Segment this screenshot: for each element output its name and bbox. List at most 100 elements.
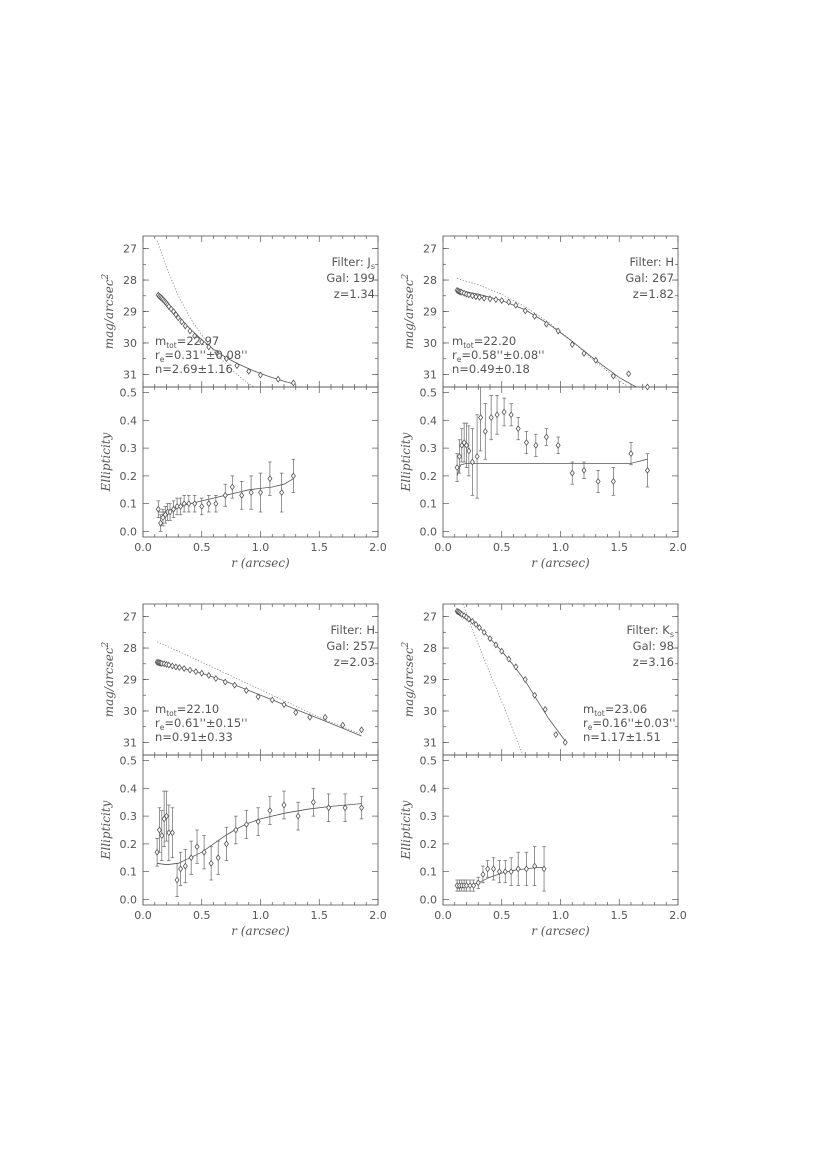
ell-data-point bbox=[478, 414, 484, 422]
sb-y-tick-label: 31 bbox=[423, 736, 437, 749]
ell-data-point bbox=[279, 489, 285, 497]
sb-data-point bbox=[179, 318, 185, 326]
sb-data-point bbox=[232, 681, 238, 689]
sb-data-point bbox=[473, 293, 479, 301]
sersic-n-label: n=1.17±1.51 bbox=[583, 730, 661, 744]
ell-data-point bbox=[359, 804, 365, 812]
re-sub: e bbox=[457, 355, 462, 364]
x-tick-label: 1.0 bbox=[552, 541, 570, 554]
sb-y-tick-label: 29 bbox=[123, 306, 137, 319]
sb-data-point bbox=[206, 671, 212, 679]
re-value: =0.31''±0.08'' bbox=[164, 348, 247, 362]
ell-data-point bbox=[229, 483, 235, 491]
sb-data-point bbox=[223, 355, 229, 363]
sb-data-point bbox=[243, 687, 249, 694]
ell-data-point bbox=[215, 854, 221, 862]
ell-data-point bbox=[610, 477, 616, 485]
sb-data-point bbox=[166, 661, 172, 669]
ell-data-point bbox=[515, 425, 521, 433]
ell-data-point bbox=[158, 519, 164, 527]
ell-data-point bbox=[178, 502, 184, 510]
sersic-n-label: n=0.49±0.18 bbox=[452, 362, 530, 376]
sb-data-point bbox=[473, 620, 479, 628]
sb-data-point bbox=[469, 292, 475, 300]
sb-y-axis-label: mag/arcsec2 bbox=[101, 641, 116, 717]
ell-y-tick-label: 0.1 bbox=[120, 866, 138, 879]
sb-y-axis-label: mag/arcsec2 bbox=[101, 273, 116, 349]
sb-data-point bbox=[543, 320, 549, 328]
mtot-prefix: m bbox=[155, 702, 166, 716]
ell-data-point bbox=[541, 865, 547, 873]
ell-y-tick-label: 0.1 bbox=[120, 498, 138, 511]
redshift-label: z=3.16 bbox=[633, 655, 674, 669]
sb-data-point bbox=[481, 628, 487, 636]
ell-data-point bbox=[469, 458, 475, 466]
sb-data-point bbox=[461, 612, 467, 620]
sb-data-point bbox=[169, 662, 175, 670]
ell-data-point bbox=[508, 868, 514, 876]
sb-data-point bbox=[307, 713, 313, 721]
filter-label-text: Filter: H bbox=[630, 255, 674, 269]
ell-y-tick-label: 0.4 bbox=[120, 414, 138, 427]
ell-data-point bbox=[480, 870, 486, 878]
ell-data-point bbox=[182, 862, 188, 870]
x-tick-label: 1.0 bbox=[252, 909, 270, 922]
sb-data-point bbox=[481, 294, 487, 302]
sb-data-point bbox=[493, 296, 499, 304]
re-prefix: r bbox=[583, 716, 588, 730]
ell-data-point bbox=[533, 441, 539, 449]
mtot-value: =22.20 bbox=[474, 334, 517, 348]
x-tick-label: 0.0 bbox=[134, 541, 152, 554]
ell-y-tick-label: 0.4 bbox=[420, 782, 438, 795]
ell-fit-line bbox=[157, 803, 362, 866]
sb-y-axis-label-sup: 2 bbox=[401, 641, 411, 648]
sb-data-point bbox=[166, 302, 172, 310]
sb-data-point bbox=[175, 314, 181, 322]
ell-data-point bbox=[169, 829, 175, 837]
ell-data-point bbox=[501, 408, 507, 416]
redshift-label: z=2.03 bbox=[334, 655, 375, 669]
sb-data-point bbox=[593, 356, 599, 364]
chart-2: 0.0 0.5 1.0 1.5 2.0 r (arcsec) 27 28 29 30 31 0.0 0.… bbox=[399, 235, 687, 570]
sb-data-point bbox=[199, 338, 205, 346]
ell-data-point bbox=[199, 502, 205, 510]
mtot-value: =23.06 bbox=[605, 702, 648, 716]
ell-data-point bbox=[581, 466, 587, 474]
mtot-prefix: m bbox=[155, 334, 166, 348]
sb-dotted-model bbox=[462, 604, 524, 755]
ell-data-point bbox=[485, 865, 491, 873]
sb-y-axis-label: mag/arcsec2 bbox=[401, 641, 416, 717]
sb-y-tick-label: 30 bbox=[123, 337, 137, 350]
ell-y-tick-label: 0.5 bbox=[120, 755, 138, 768]
sb-y-axis-label-sup: 2 bbox=[401, 273, 411, 280]
ell-data-point bbox=[491, 865, 497, 873]
sb-data-point bbox=[193, 668, 199, 676]
ell-data-point bbox=[644, 466, 650, 474]
ell-data-point bbox=[194, 843, 200, 851]
x-tick-label: 0.5 bbox=[493, 909, 511, 922]
sb-y-axis-label-sup: 2 bbox=[101, 641, 111, 648]
filter-label-sub: s bbox=[371, 262, 375, 271]
ell-y-axis-label: Ellipticity bbox=[99, 800, 113, 860]
ell-data-point bbox=[174, 876, 180, 884]
mtot-sub: tot bbox=[594, 709, 605, 718]
ell-y-tick-label: 0.2 bbox=[120, 838, 138, 851]
ell-data-point bbox=[496, 868, 502, 876]
sb-data-point bbox=[269, 696, 275, 704]
sb-data-point bbox=[187, 327, 193, 335]
ell-data-point bbox=[255, 818, 261, 826]
ell-data-point bbox=[222, 491, 228, 499]
galaxy-label: Gal: 257 bbox=[326, 639, 375, 653]
sb-data-point bbox=[213, 675, 219, 683]
x-tick-label: 2.0 bbox=[669, 909, 687, 922]
sb-data-point bbox=[199, 669, 205, 677]
sb-data-point bbox=[246, 367, 252, 375]
ell-data-point bbox=[154, 848, 160, 856]
sb-y-tick-label: 27 bbox=[423, 243, 437, 256]
x-tick-label: 2.0 bbox=[369, 909, 387, 922]
sb-data-point bbox=[234, 362, 240, 370]
ell-data-point bbox=[456, 452, 462, 460]
sb-data-point bbox=[562, 738, 568, 746]
ell-data-point bbox=[532, 862, 538, 870]
ell-data-point bbox=[188, 854, 194, 862]
